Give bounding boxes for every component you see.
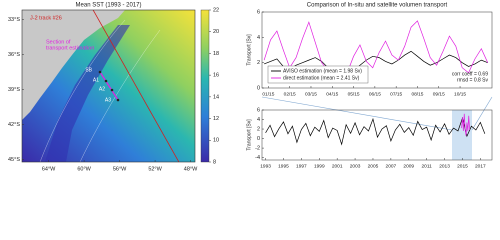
y-tick-label: -4 bbox=[255, 155, 260, 161]
y-tick-label: 6 bbox=[257, 9, 260, 15]
y-tick-label: 4 bbox=[257, 35, 260, 41]
y-tick-label: 0 bbox=[257, 85, 260, 91]
contour bbox=[79, 29, 161, 162]
x-tick-label: 1993 bbox=[260, 163, 271, 169]
x-tick-label: 2015 bbox=[457, 163, 468, 169]
x-tick-label: 05/15 bbox=[348, 91, 360, 97]
plot-frame bbox=[261, 109, 493, 161]
x-tick-label: 1997 bbox=[296, 163, 307, 169]
y-tick-label: -2 bbox=[255, 146, 260, 152]
x-tick-label: 2007 bbox=[386, 163, 397, 169]
x-tick-label: 2017 bbox=[475, 163, 486, 169]
colorbar-tick-label: 18 bbox=[213, 51, 219, 57]
y-tick-label: 45°S bbox=[8, 157, 20, 163]
map-background bbox=[22, 10, 195, 162]
x-tick-label: 10/15 bbox=[454, 91, 466, 97]
legend-label: direct estimation (mean = 2.41 Sv) bbox=[283, 75, 360, 81]
y-tick-label: 4 bbox=[257, 117, 260, 123]
x-tick-label: 09/15 bbox=[433, 91, 445, 97]
section-line bbox=[99, 71, 119, 101]
land bbox=[22, 10, 125, 120]
x-tick-label: 52°W bbox=[148, 166, 162, 172]
colorbar-tick-label: 16 bbox=[213, 73, 219, 79]
x-tick-label: 2005 bbox=[368, 163, 379, 169]
annotation: rmsd = 0.8 Sv bbox=[457, 77, 488, 83]
x-tick-label: 08/15 bbox=[411, 91, 423, 97]
legend-label: AVISO estimation (mean = 1.98 Sv) bbox=[283, 68, 362, 74]
y-tick-label: 39°S bbox=[8, 87, 20, 93]
x-tick-label: 07/15 bbox=[390, 91, 402, 97]
y-tick-label: 33°S bbox=[8, 17, 20, 23]
colorbar-tick-label: 14 bbox=[213, 94, 219, 100]
x-tick-label: 48°W bbox=[184, 166, 198, 172]
x-tick-label: 03/15 bbox=[305, 91, 317, 97]
colorbar bbox=[200, 9, 210, 163]
colorbar-tick-label: 8 bbox=[213, 159, 216, 165]
y-tick-label: 2 bbox=[257, 127, 260, 133]
point-label: A1 bbox=[93, 77, 99, 83]
x-tick-label: 06/15 bbox=[369, 91, 381, 97]
x-tick-label: 56°W bbox=[113, 166, 127, 172]
series-line bbox=[461, 113, 470, 136]
plot-frame bbox=[261, 11, 493, 89]
colorbar-tick-label: 10 bbox=[213, 138, 219, 144]
x-tick-label: 2003 bbox=[350, 163, 361, 169]
chart-title: Comparison of In-situ and satellite volu… bbox=[307, 3, 448, 9]
y-tick-label: 42°S bbox=[8, 122, 20, 128]
x-tick-label: 1995 bbox=[278, 163, 289, 169]
x-tick-label: 60°W bbox=[77, 166, 91, 172]
colorbar-tick-label: 20 bbox=[213, 29, 219, 35]
annotation: corr coeff = 0.69 bbox=[452, 71, 488, 77]
zoom-connector bbox=[471, 96, 493, 131]
x-tick-label: 04/15 bbox=[326, 91, 338, 97]
mooring bbox=[116, 98, 120, 102]
y-tick-label: 36°S bbox=[8, 52, 20, 58]
y-axis-label: Transport [Sv] bbox=[246, 119, 252, 151]
y-axis-label: Transport [Sv] bbox=[246, 34, 252, 66]
mooring bbox=[110, 88, 114, 92]
figure: Mean SST (1993 - 2017)64°W 60°W 56°W 52°W 48… bbox=[8, 3, 493, 172]
series-line bbox=[265, 116, 486, 146]
x-tick-label: 02/15 bbox=[284, 91, 296, 97]
x-tick-label: 01/15 bbox=[262, 91, 274, 97]
x-tick-label: 2009 bbox=[403, 163, 414, 169]
zoom-connector bbox=[261, 96, 453, 131]
section-label: Section of bbox=[46, 39, 71, 45]
y-tick-label: 6 bbox=[257, 107, 260, 113]
x-tick-label: 2011 bbox=[422, 163, 433, 169]
y-tick-label: 2 bbox=[257, 60, 260, 66]
y-tick-label: 0 bbox=[257, 136, 260, 142]
series-line bbox=[263, 20, 489, 81]
mooring bbox=[104, 79, 108, 83]
legend-box bbox=[267, 65, 369, 84]
track-label: J-2 track #26 bbox=[30, 15, 62, 21]
point-label: A3 bbox=[105, 97, 111, 103]
x-tick-label: 2001 bbox=[332, 163, 343, 169]
point-label: SB bbox=[85, 67, 92, 73]
mooring bbox=[98, 70, 102, 74]
point-label: A2 bbox=[99, 86, 105, 92]
map-frame bbox=[21, 9, 196, 163]
series-line bbox=[264, 50, 488, 77]
section-label: transport estimation bbox=[46, 45, 94, 51]
colorbar-tick-label: 12 bbox=[213, 116, 219, 122]
satellite-track bbox=[92, 10, 180, 162]
x-tick-label: 1999 bbox=[314, 163, 325, 169]
colorbar-tick-label: 22 bbox=[213, 7, 219, 13]
cold-tongue bbox=[45, 25, 130, 162]
x-tick-label: 2013 bbox=[439, 163, 450, 169]
x-tick-label: 64°W bbox=[42, 166, 56, 172]
map-title: Mean SST (1993 - 2017) bbox=[76, 3, 142, 9]
